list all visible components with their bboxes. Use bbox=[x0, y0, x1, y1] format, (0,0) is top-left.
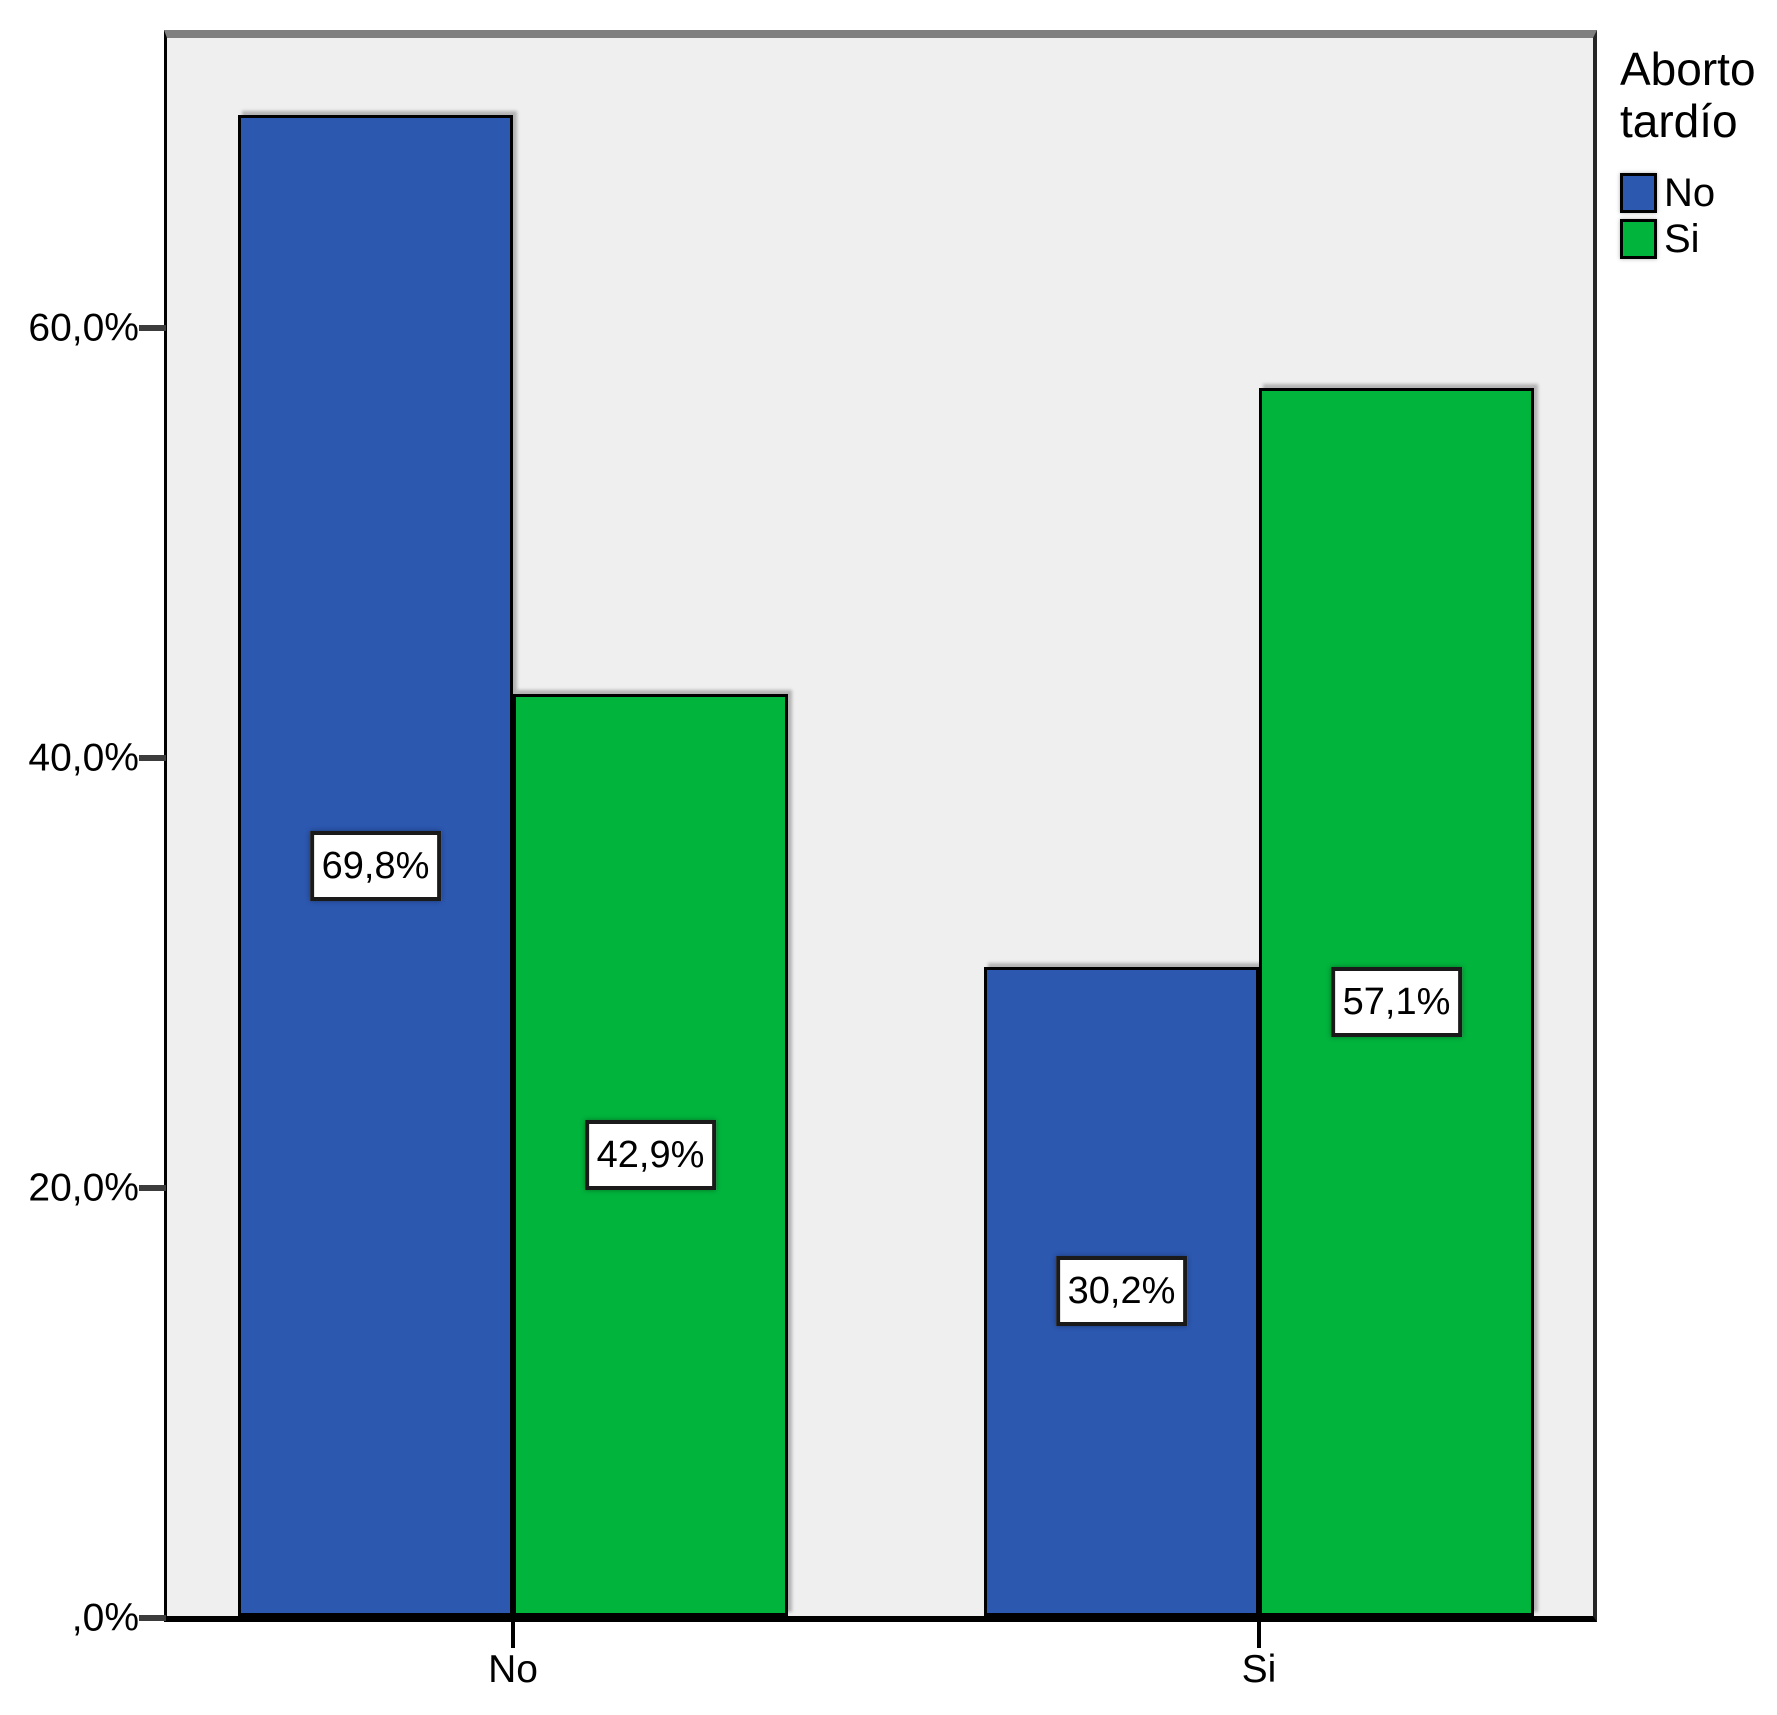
legend-item-label-si: Si bbox=[1664, 217, 1700, 262]
y-tick-mark-40 bbox=[139, 755, 166, 761]
x-tick-mark-no bbox=[511, 1622, 515, 1648]
plot-area: 69,8% 30,2% 42,9% 57,1% bbox=[164, 30, 1597, 1622]
bar-value-label-no-no: 69,8% bbox=[309, 830, 442, 901]
bar-value-label-si-no: 30,2% bbox=[1055, 1256, 1188, 1327]
x-tick-mark-si bbox=[1257, 1622, 1261, 1648]
legend-items: No Si bbox=[1620, 171, 1777, 262]
legend-swatch-icon-no bbox=[1620, 173, 1657, 214]
y-tick-mark-0 bbox=[139, 1615, 166, 1621]
legend-item-no: No bbox=[1620, 171, 1777, 216]
y-tick-label-0: ,0% bbox=[71, 1596, 139, 1640]
legend: Aborto tardío No Si bbox=[1620, 43, 1777, 265]
y-tick-label-40: 40,0% bbox=[28, 736, 139, 780]
legend-swatch-icon-si bbox=[1620, 219, 1657, 260]
legend-title: Aborto tardío bbox=[1620, 43, 1756, 147]
legend-item-si: Si bbox=[1620, 217, 1777, 262]
y-tick-mark-20 bbox=[139, 1185, 166, 1191]
x-tick-label-si: Si bbox=[1241, 1648, 1277, 1691]
x-tick-label-no: No bbox=[488, 1648, 538, 1691]
y-tick-label-60: 60,0% bbox=[28, 306, 139, 350]
y-tick-label-20: 20,0% bbox=[28, 1166, 139, 1210]
bar-value-label-si-si: 57,1% bbox=[1330, 967, 1463, 1038]
bar-value-label-no-si: 42,9% bbox=[584, 1119, 717, 1190]
y-tick-mark-60 bbox=[139, 325, 166, 331]
legend-item-label-no: No bbox=[1664, 171, 1716, 216]
y-axis: ,0% 20,0% 40,0% 60,0% bbox=[0, 0, 139, 1715]
